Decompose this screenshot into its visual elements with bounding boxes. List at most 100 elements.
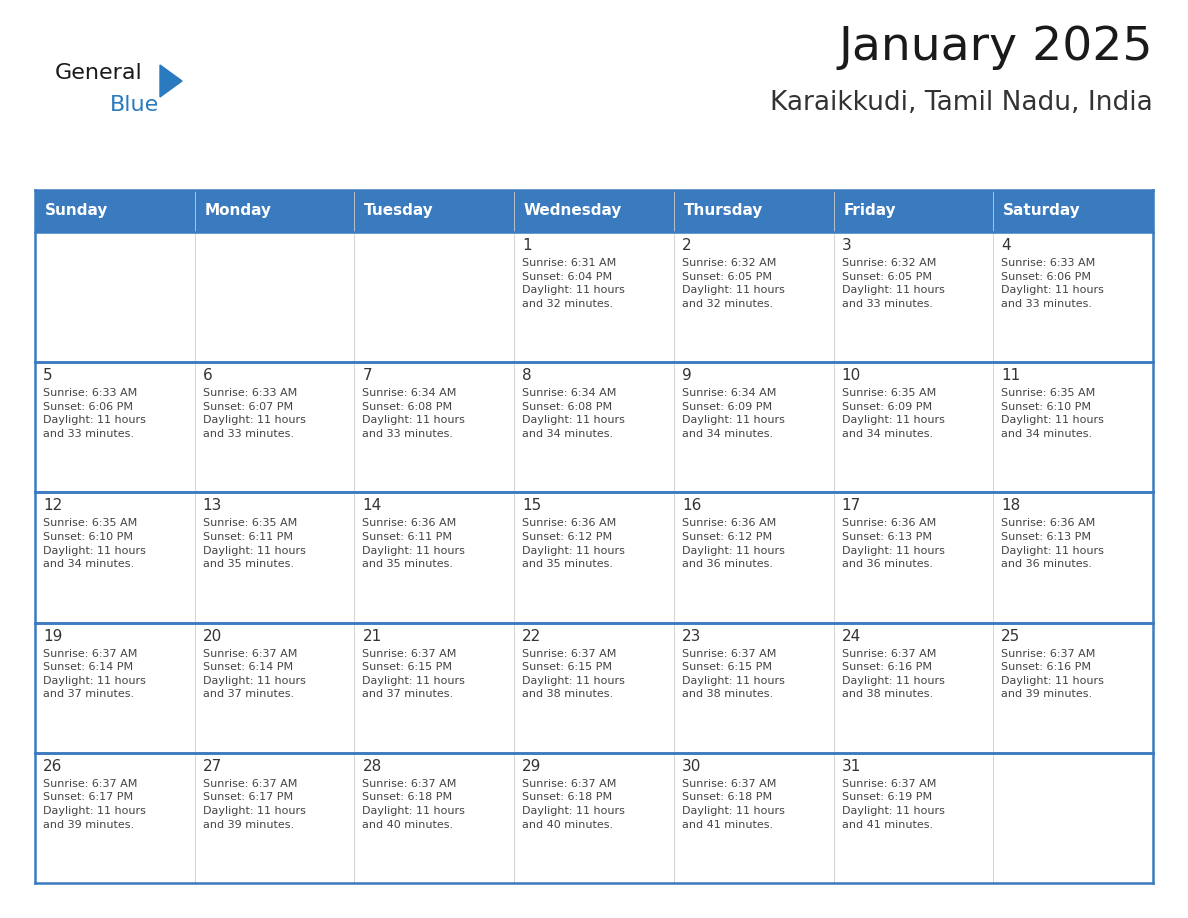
- Text: Karaikkudi, Tamil Nadu, India: Karaikkudi, Tamil Nadu, India: [770, 90, 1154, 116]
- Text: 5: 5: [43, 368, 52, 383]
- Text: 1: 1: [523, 238, 532, 253]
- Polygon shape: [160, 65, 182, 97]
- Text: Monday: Monday: [204, 204, 271, 218]
- Text: 31: 31: [841, 759, 861, 774]
- Text: January 2025: January 2025: [839, 25, 1154, 70]
- Text: Sunrise: 6:37 AM
Sunset: 6:15 PM
Daylight: 11 hours
and 38 minutes.: Sunrise: 6:37 AM Sunset: 6:15 PM Dayligh…: [523, 649, 625, 700]
- Text: Sunrise: 6:33 AM
Sunset: 6:07 PM
Daylight: 11 hours
and 33 minutes.: Sunrise: 6:33 AM Sunset: 6:07 PM Dayligh…: [203, 388, 305, 439]
- Bar: [993, 492, 1154, 622]
- Text: Sunrise: 6:36 AM
Sunset: 6:12 PM
Daylight: 11 hours
and 35 minutes.: Sunrise: 6:36 AM Sunset: 6:12 PM Dayligh…: [523, 519, 625, 569]
- Text: 18: 18: [1001, 498, 1020, 513]
- Bar: [834, 232, 993, 363]
- Text: Sunrise: 6:37 AM
Sunset: 6:17 PM
Daylight: 11 hours
and 39 minutes.: Sunrise: 6:37 AM Sunset: 6:17 PM Dayligh…: [43, 778, 146, 830]
- Text: 23: 23: [682, 629, 701, 644]
- Bar: [354, 492, 514, 622]
- Bar: [514, 232, 674, 363]
- Bar: [834, 753, 993, 883]
- Text: 11: 11: [1001, 368, 1020, 383]
- Bar: [674, 232, 834, 363]
- Text: Sunrise: 6:32 AM
Sunset: 6:05 PM
Daylight: 11 hours
and 33 minutes.: Sunrise: 6:32 AM Sunset: 6:05 PM Dayligh…: [841, 258, 944, 308]
- Text: 15: 15: [523, 498, 542, 513]
- Bar: [993, 753, 1154, 883]
- Text: Wednesday: Wednesday: [524, 204, 623, 218]
- Bar: [34, 622, 195, 753]
- Text: Sunrise: 6:33 AM
Sunset: 6:06 PM
Daylight: 11 hours
and 33 minutes.: Sunrise: 6:33 AM Sunset: 6:06 PM Dayligh…: [1001, 258, 1104, 308]
- Text: 19: 19: [43, 629, 63, 644]
- Bar: [993, 622, 1154, 753]
- Text: Sunrise: 6:34 AM
Sunset: 6:08 PM
Daylight: 11 hours
and 34 minutes.: Sunrise: 6:34 AM Sunset: 6:08 PM Dayligh…: [523, 388, 625, 439]
- Text: 26: 26: [43, 759, 63, 774]
- Text: Sunrise: 6:33 AM
Sunset: 6:06 PM
Daylight: 11 hours
and 33 minutes.: Sunrise: 6:33 AM Sunset: 6:06 PM Dayligh…: [43, 388, 146, 439]
- Bar: [674, 492, 834, 622]
- Bar: [514, 492, 674, 622]
- Text: Sunrise: 6:37 AM
Sunset: 6:14 PM
Daylight: 11 hours
and 37 minutes.: Sunrise: 6:37 AM Sunset: 6:14 PM Dayligh…: [43, 649, 146, 700]
- Text: 13: 13: [203, 498, 222, 513]
- Text: 20: 20: [203, 629, 222, 644]
- Text: Thursday: Thursday: [683, 204, 763, 218]
- Bar: [34, 753, 195, 883]
- Text: 2: 2: [682, 238, 691, 253]
- Text: 7: 7: [362, 368, 372, 383]
- Text: Friday: Friday: [843, 204, 896, 218]
- Text: 16: 16: [682, 498, 701, 513]
- Text: Sunrise: 6:35 AM
Sunset: 6:10 PM
Daylight: 11 hours
and 34 minutes.: Sunrise: 6:35 AM Sunset: 6:10 PM Dayligh…: [1001, 388, 1104, 439]
- Bar: [354, 232, 514, 363]
- Text: 17: 17: [841, 498, 861, 513]
- Bar: [195, 492, 354, 622]
- Text: Sunrise: 6:36 AM
Sunset: 6:13 PM
Daylight: 11 hours
and 36 minutes.: Sunrise: 6:36 AM Sunset: 6:13 PM Dayligh…: [1001, 519, 1104, 569]
- Bar: [514, 753, 674, 883]
- Bar: [195, 363, 354, 492]
- Text: 14: 14: [362, 498, 381, 513]
- Text: 10: 10: [841, 368, 861, 383]
- Bar: [34, 492, 195, 622]
- Text: Sunrise: 6:37 AM
Sunset: 6:19 PM
Daylight: 11 hours
and 41 minutes.: Sunrise: 6:37 AM Sunset: 6:19 PM Dayligh…: [841, 778, 944, 830]
- Text: Sunrise: 6:37 AM
Sunset: 6:16 PM
Daylight: 11 hours
and 38 minutes.: Sunrise: 6:37 AM Sunset: 6:16 PM Dayligh…: [841, 649, 944, 700]
- Bar: [674, 622, 834, 753]
- Text: Sunrise: 6:37 AM
Sunset: 6:17 PM
Daylight: 11 hours
and 39 minutes.: Sunrise: 6:37 AM Sunset: 6:17 PM Dayligh…: [203, 778, 305, 830]
- Text: 29: 29: [523, 759, 542, 774]
- Bar: [354, 363, 514, 492]
- Text: Sunrise: 6:31 AM
Sunset: 6:04 PM
Daylight: 11 hours
and 32 minutes.: Sunrise: 6:31 AM Sunset: 6:04 PM Dayligh…: [523, 258, 625, 308]
- Text: 24: 24: [841, 629, 861, 644]
- Text: 6: 6: [203, 368, 213, 383]
- Bar: [993, 363, 1154, 492]
- Text: Sunrise: 6:37 AM
Sunset: 6:15 PM
Daylight: 11 hours
and 37 minutes.: Sunrise: 6:37 AM Sunset: 6:15 PM Dayligh…: [362, 649, 466, 700]
- Bar: [34, 190, 1154, 232]
- Bar: [834, 492, 993, 622]
- Text: Sunrise: 6:34 AM
Sunset: 6:08 PM
Daylight: 11 hours
and 33 minutes.: Sunrise: 6:34 AM Sunset: 6:08 PM Dayligh…: [362, 388, 466, 439]
- Text: 27: 27: [203, 759, 222, 774]
- Bar: [195, 622, 354, 753]
- Text: Sunrise: 6:35 AM
Sunset: 6:09 PM
Daylight: 11 hours
and 34 minutes.: Sunrise: 6:35 AM Sunset: 6:09 PM Dayligh…: [841, 388, 944, 439]
- Text: 21: 21: [362, 629, 381, 644]
- Text: Sunrise: 6:37 AM
Sunset: 6:18 PM
Daylight: 11 hours
and 40 minutes.: Sunrise: 6:37 AM Sunset: 6:18 PM Dayligh…: [362, 778, 466, 830]
- Text: 25: 25: [1001, 629, 1020, 644]
- Bar: [34, 232, 195, 363]
- Text: Sunrise: 6:37 AM
Sunset: 6:18 PM
Daylight: 11 hours
and 40 minutes.: Sunrise: 6:37 AM Sunset: 6:18 PM Dayligh…: [523, 778, 625, 830]
- Text: Sunrise: 6:37 AM
Sunset: 6:16 PM
Daylight: 11 hours
and 39 minutes.: Sunrise: 6:37 AM Sunset: 6:16 PM Dayligh…: [1001, 649, 1104, 700]
- Text: 12: 12: [43, 498, 62, 513]
- Text: Sunrise: 6:37 AM
Sunset: 6:15 PM
Daylight: 11 hours
and 38 minutes.: Sunrise: 6:37 AM Sunset: 6:15 PM Dayligh…: [682, 649, 785, 700]
- Text: Sunrise: 6:37 AM
Sunset: 6:18 PM
Daylight: 11 hours
and 41 minutes.: Sunrise: 6:37 AM Sunset: 6:18 PM Dayligh…: [682, 778, 785, 830]
- Bar: [674, 753, 834, 883]
- Text: 22: 22: [523, 629, 542, 644]
- Bar: [993, 232, 1154, 363]
- Text: General: General: [55, 63, 143, 83]
- Bar: [354, 753, 514, 883]
- Text: 28: 28: [362, 759, 381, 774]
- Text: Sunrise: 6:37 AM
Sunset: 6:14 PM
Daylight: 11 hours
and 37 minutes.: Sunrise: 6:37 AM Sunset: 6:14 PM Dayligh…: [203, 649, 305, 700]
- Bar: [674, 363, 834, 492]
- Text: Sunrise: 6:35 AM
Sunset: 6:11 PM
Daylight: 11 hours
and 35 minutes.: Sunrise: 6:35 AM Sunset: 6:11 PM Dayligh…: [203, 519, 305, 569]
- Bar: [834, 363, 993, 492]
- Bar: [34, 363, 195, 492]
- Text: Sunrise: 6:36 AM
Sunset: 6:12 PM
Daylight: 11 hours
and 36 minutes.: Sunrise: 6:36 AM Sunset: 6:12 PM Dayligh…: [682, 519, 785, 569]
- Text: 4: 4: [1001, 238, 1011, 253]
- Bar: [195, 753, 354, 883]
- Text: Sunrise: 6:35 AM
Sunset: 6:10 PM
Daylight: 11 hours
and 34 minutes.: Sunrise: 6:35 AM Sunset: 6:10 PM Dayligh…: [43, 519, 146, 569]
- Bar: [354, 622, 514, 753]
- Text: Sunrise: 6:36 AM
Sunset: 6:13 PM
Daylight: 11 hours
and 36 minutes.: Sunrise: 6:36 AM Sunset: 6:13 PM Dayligh…: [841, 519, 944, 569]
- Text: Tuesday: Tuesday: [364, 204, 434, 218]
- Bar: [514, 622, 674, 753]
- Text: Sunrise: 6:34 AM
Sunset: 6:09 PM
Daylight: 11 hours
and 34 minutes.: Sunrise: 6:34 AM Sunset: 6:09 PM Dayligh…: [682, 388, 785, 439]
- Bar: [834, 622, 993, 753]
- Text: Saturday: Saturday: [1003, 204, 1081, 218]
